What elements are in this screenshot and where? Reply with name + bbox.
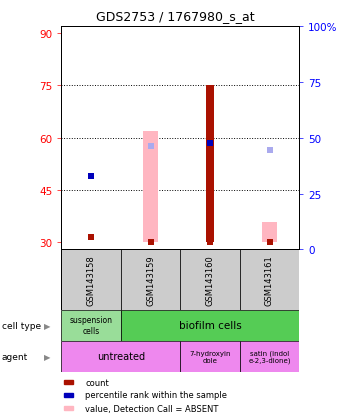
Bar [61, 341, 180, 372]
Bar [61, 250, 121, 310]
Text: biofilm cells: biofilm cells [178, 320, 241, 330]
Text: untreated: untreated [97, 351, 145, 361]
Bar [206, 86, 214, 243]
Text: satin (indol
e-2,3-dione): satin (indol e-2,3-dione) [248, 349, 291, 363]
Text: suspension
cells: suspension cells [70, 316, 112, 335]
Text: 7-hydroxyin
dole: 7-hydroxyin dole [189, 350, 231, 363]
Text: cell type: cell type [2, 321, 41, 330]
Bar [180, 250, 240, 310]
Text: percentile rank within the sample: percentile rank within the sample [85, 390, 227, 399]
Bar [240, 341, 299, 372]
Text: count: count [85, 377, 109, 387]
Bar [64, 380, 73, 384]
Bar [64, 406, 73, 410]
Text: GDS2753 / 1767980_s_at: GDS2753 / 1767980_s_at [96, 10, 254, 23]
Text: ▶: ▶ [44, 321, 50, 330]
Text: value, Detection Call = ABSENT: value, Detection Call = ABSENT [85, 404, 218, 413]
Bar [143, 131, 158, 243]
Text: GSM143159: GSM143159 [146, 254, 155, 305]
Text: GSM143160: GSM143160 [205, 254, 215, 305]
Text: GSM143161: GSM143161 [265, 254, 274, 305]
Bar [180, 341, 240, 372]
Bar [121, 250, 180, 310]
Bar [64, 393, 73, 397]
Bar [61, 310, 121, 341]
Bar [240, 250, 299, 310]
Text: ▶: ▶ [44, 352, 50, 361]
Text: agent: agent [2, 352, 28, 361]
Bar [121, 310, 299, 341]
Text: GSM143158: GSM143158 [86, 254, 96, 305]
Bar [262, 222, 277, 243]
